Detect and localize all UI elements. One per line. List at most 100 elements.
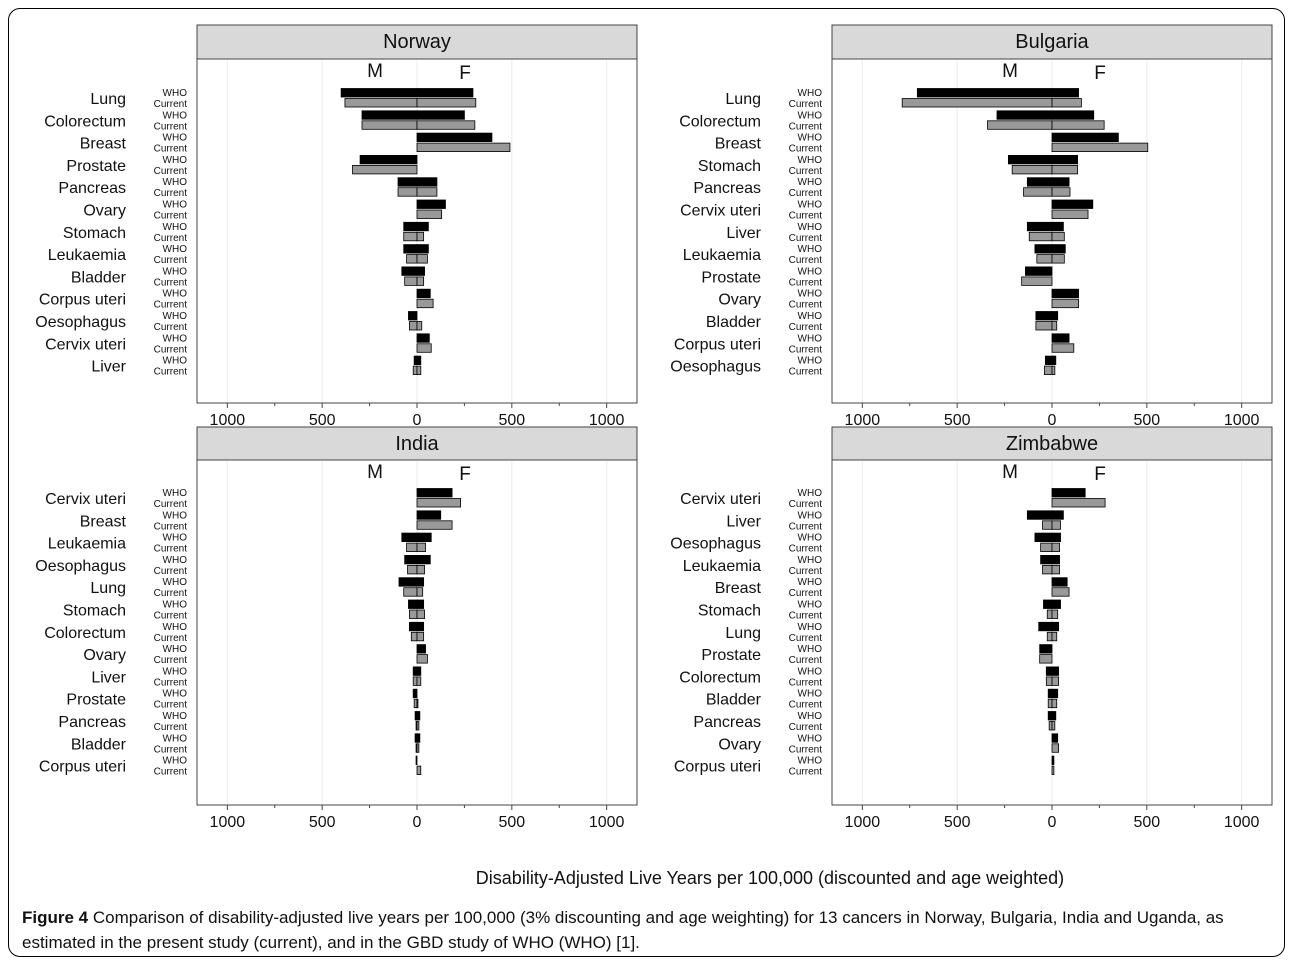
series-tag-current: Current — [789, 144, 823, 155]
bar-current-female — [1051, 187, 1071, 197]
series-tag-who: WHO — [798, 356, 823, 367]
bar-current-female — [1051, 365, 1056, 376]
bar-current-female — [1051, 321, 1058, 331]
bar-who-male — [1026, 221, 1053, 232]
bar-who-female — [1051, 177, 1070, 187]
bar-current-female — [416, 209, 443, 219]
bar-who-male — [1039, 644, 1053, 654]
bar-who-male — [1043, 599, 1053, 609]
series-tag-current: Current — [789, 367, 823, 378]
series-tag-current: Current — [154, 744, 188, 755]
series-tag-who: WHO — [798, 133, 823, 144]
category-label: Oesophagus — [670, 536, 761, 553]
category-label: Pancreas — [58, 180, 126, 197]
x-tick-label: 1000 — [589, 412, 625, 429]
series-tag-who: WHO — [163, 555, 188, 566]
x-tick-label: 1000 — [845, 412, 881, 429]
bar-current-female — [1051, 565, 1060, 575]
bar-who-male — [412, 666, 418, 676]
x-tick-label: 0 — [413, 814, 422, 831]
bar-who-female — [416, 199, 446, 209]
bar-who-male — [398, 577, 418, 587]
category-label: Pancreas — [693, 180, 761, 197]
series-tag-current: Current — [789, 211, 823, 222]
category-label: Bladder — [71, 736, 127, 753]
series-tag-current: Current — [154, 367, 188, 378]
series-tag-who: WHO — [798, 311, 823, 322]
caption-figure-number: Figure 4 — [22, 908, 89, 927]
bar-who-male — [401, 266, 418, 276]
x-tick-label: 0 — [413, 412, 422, 429]
series-tag-who: WHO — [163, 666, 188, 677]
category-label: Stomach — [63, 603, 126, 620]
bar-current-male — [1046, 631, 1053, 642]
series-tag-who: WHO — [798, 244, 823, 255]
bar-current-male — [1048, 721, 1053, 731]
bar-current-male — [409, 609, 418, 619]
bar-current-female — [1051, 142, 1149, 153]
bar-current-male — [404, 276, 418, 286]
bar-who-male — [412, 688, 418, 699]
bar-who-female — [1051, 221, 1064, 232]
series-tag-current: Current — [154, 211, 188, 222]
category-label: Corpus uteri — [39, 759, 126, 776]
series-tag-current: Current — [789, 499, 823, 510]
category-label: Bladder — [706, 692, 762, 709]
chart-panel-3: Zimbabwe 1000 500 0 500 1000 M F Cervix uteri WHO… — [670, 426, 1273, 831]
bar-current-female — [1051, 120, 1105, 130]
category-label: Corpus uteri — [674, 336, 761, 353]
series-tag-who: WHO — [798, 177, 823, 188]
bar-current-male — [1042, 565, 1053, 575]
bar-who-female — [1051, 666, 1060, 676]
bar-current-male — [1028, 231, 1053, 242]
bar-current-male — [407, 565, 418, 575]
bar-who-female — [1051, 355, 1057, 366]
bar-who-female — [1051, 577, 1068, 587]
category-label: Lung — [90, 580, 126, 597]
bar-current-male — [397, 187, 418, 197]
bar-who-female — [1051, 555, 1060, 565]
series-tag-who: WHO — [163, 622, 188, 633]
bar-current-female — [416, 365, 422, 376]
bar-who-male — [1047, 711, 1053, 721]
series-tag-who: WHO — [798, 333, 823, 344]
category-label: Oesophagus — [670, 359, 761, 376]
series-tag-current: Current — [154, 611, 188, 622]
bar-who-male — [1007, 154, 1053, 165]
bar-current-male — [1021, 276, 1053, 286]
bar-current-female — [1051, 298, 1079, 309]
bar-who-male — [340, 88, 418, 98]
series-tag-who: WHO — [163, 133, 188, 144]
category-label: Cervix uteri — [680, 491, 761, 508]
bar-current-male — [1039, 654, 1053, 664]
bar-who-male — [1035, 311, 1053, 321]
bar-who-male — [415, 755, 418, 765]
category-label: Ovary — [718, 292, 761, 309]
bar-who-female — [1051, 199, 1094, 209]
bar-current-female — [1051, 542, 1060, 552]
bar-who-male — [359, 154, 418, 165]
bar-who-female — [416, 288, 431, 299]
series-tag-who: WHO — [163, 200, 188, 211]
bar-current-male — [412, 676, 418, 686]
category-label: Leukaemia — [683, 247, 761, 264]
bar-who-male — [1026, 510, 1053, 520]
bar-current-male — [344, 98, 418, 108]
series-tag-who: WHO — [798, 733, 823, 744]
series-tag-current: Current — [789, 566, 823, 577]
category-label: Liver — [726, 225, 761, 242]
category-label: Liver — [91, 669, 126, 686]
bar-who-female — [416, 532, 432, 542]
series-tag-who: WHO — [798, 644, 823, 655]
caption-text: Comparison of disability-adjusted live y… — [22, 908, 1224, 952]
female-label: F — [1094, 464, 1106, 485]
category-label: Leukaemia — [48, 536, 126, 553]
series-tag-current: Current — [154, 121, 188, 132]
series-tag-current: Current — [154, 633, 188, 644]
bar-who-male — [408, 311, 418, 321]
x-tick-label: 1000 — [210, 412, 246, 429]
series-tag-who: WHO — [163, 577, 188, 588]
category-label: Leukaemia — [48, 247, 126, 264]
series-tag-current: Current — [154, 188, 188, 199]
bar-who-female — [416, 177, 438, 187]
